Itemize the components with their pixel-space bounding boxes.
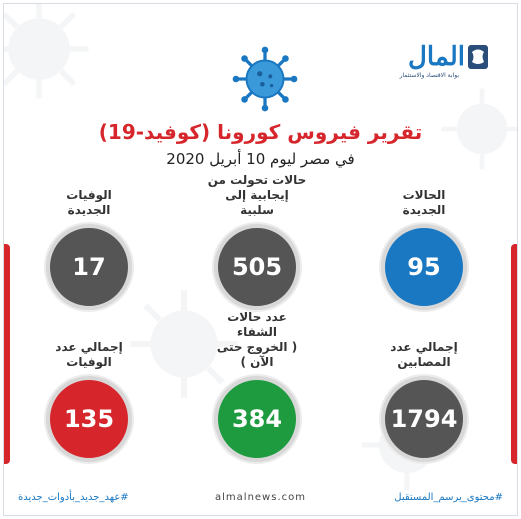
stat-label-line2: إيجابية إلى سلبية (225, 188, 289, 217)
page-subtitle: في مصر ليوم 10 أبريل 2020 (166, 150, 355, 168)
decorative-virus-icon (130, 290, 238, 398)
stat-label-line2: الوفيات (66, 355, 112, 369)
stat-label-line2: المصابين (397, 355, 451, 369)
infographic-frame: المال بوابة الاقتصاد والاستثمار تقرير في… (3, 3, 518, 516)
stat-recovered: عدد حالات الشفاء ( الخروج حتى الآن ) 384 (207, 310, 307, 462)
stat-new-cases: الحالات الجديدة 95 (374, 186, 474, 310)
stat-value: 505 (214, 224, 300, 310)
stat-value: 95 (381, 224, 467, 310)
decorative-virus-icon (441, 88, 517, 170)
stat-label-line2: الجديدة (67, 203, 111, 217)
footer-hashtag-right: #محتوى_يرسم_المستقبل (394, 492, 503, 503)
stat-converted: حالات تحولت من إيجابية إلى سلبية 505 (207, 173, 307, 310)
stat-value: 1794 (381, 376, 467, 462)
virus-icon (232, 46, 298, 112)
stat-label-line1: حالات تحولت من (207, 173, 307, 187)
right-accent-bar (511, 244, 517, 464)
logo-mark-icon (468, 45, 488, 69)
page-title: تقرير فيروس كورونا (كوفيد-19) (98, 120, 423, 144)
stat-label-line1: إجمالي عدد (390, 340, 458, 354)
stat-total-deaths: إجمالي عدد الوفيات 135 (39, 338, 139, 462)
left-accent-bar (4, 244, 10, 464)
stat-new-deaths: الوفيات الجديدة 17 (39, 186, 139, 310)
stat-label-line1: الوفيات (66, 188, 112, 202)
stat-label-line1: إجمالي عدد (55, 340, 123, 354)
stat-total-cases: إجمالي عدد المصابين 1794 (374, 338, 474, 462)
logo-name: المال (408, 42, 465, 72)
footer-hashtag-left: #عهد_جديد_بأدوات_جديدة (18, 492, 129, 503)
stat-label-line1: عدد حالات الشفاء (227, 310, 287, 339)
stat-label-line1: الحالات (402, 188, 446, 202)
stat-value: 384 (214, 376, 300, 462)
logo-tagline: بوابة الاقتصاد والاستثمار (399, 72, 459, 79)
stat-label-line2: ( الخروج حتى الآن ) (216, 340, 298, 369)
stat-label-line2: الجديدة (402, 203, 446, 217)
almal-logo: المال بوابة الاقتصاد والاستثمار (379, 40, 489, 82)
stat-value: 135 (46, 376, 132, 462)
decorative-virus-icon (4, 4, 89, 99)
stat-value: 17 (46, 224, 132, 310)
footer-site-url[interactable]: almalnews.com (215, 492, 306, 503)
